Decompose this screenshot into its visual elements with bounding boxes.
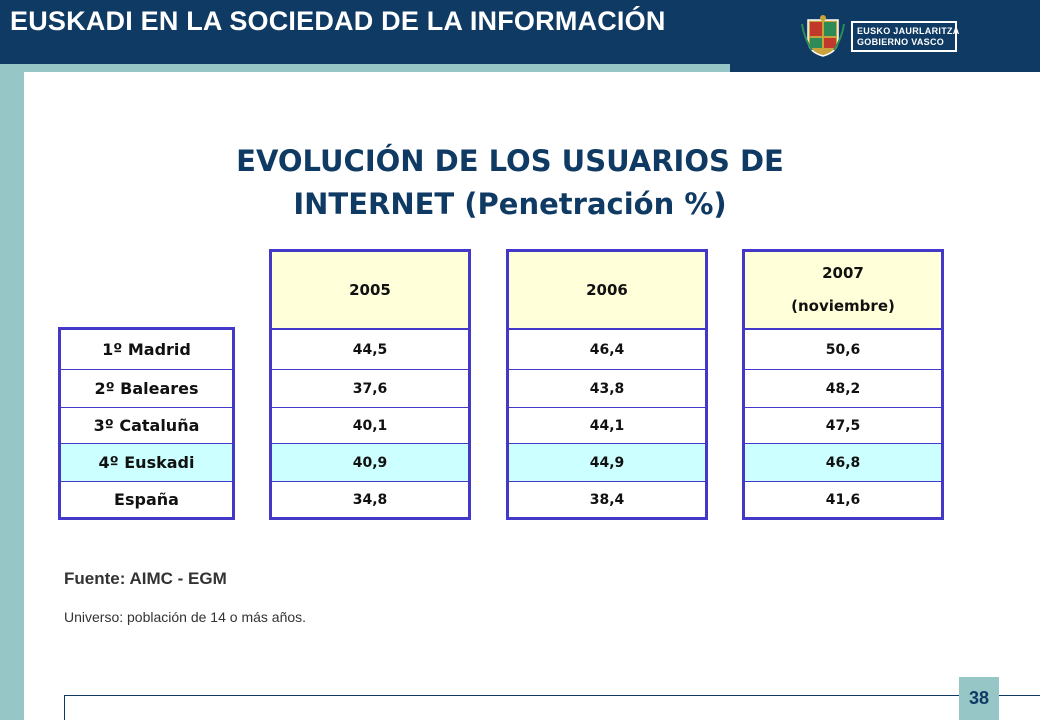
year-header-label: 2005 [349,280,391,299]
value-cell: 47,5 [745,408,941,444]
year-header: 2005 [272,252,468,330]
value-cell: 43,8 [509,370,705,408]
header-title: EUSKADI EN LA SOCIEDAD DE LA INFORMACIÓN [10,6,666,36]
source-note: Fuente: AIMC - EGM [64,569,227,588]
year-2005-table: 2005 44,5 37,6 40,1 40,9 34,8 [269,249,471,520]
universe-note: Universo: población de 14 o más años. [64,609,307,625]
region-cell-highlighted: 4º Euskadi [61,444,232,482]
year-2007-table: 2007 (noviembre) 50,6 48,2 47,5 46,8 41,… [742,249,944,520]
logo-text-box: EUSKO JAURLARITZA GOBIERNO VASCO [851,21,960,52]
region-cell: España [114,490,179,509]
value-cell: 46,4 [509,330,705,370]
value-cell: 34,8 [352,491,388,508]
year-header-label: 2007 [822,264,864,282]
value-cell: 38,4 [589,491,625,508]
value-cell: 48,2 [745,370,941,408]
slide-title-line-2: INTERNET (Penetración %) [293,187,727,221]
value-cell: 44,5 [272,330,468,370]
value-cell-highlighted: 44,9 [509,444,705,482]
region-cell: 2º Baleares [61,370,232,408]
footer-tick [64,695,65,720]
year-header: 2006 [509,252,705,330]
slide-title: EVOLUCIÓN DE LOS USUARIOS DE INTERNET (P… [150,140,870,226]
value-cell-highlighted: 40,9 [272,444,468,482]
value-cell: 40,1 [272,408,468,444]
gobierno-vasco-logo: EUSKO JAURLARITZA GOBIERNO VASCO [800,14,960,58]
value-cell: 37,6 [272,370,468,408]
left-accent-bar [0,72,24,720]
logo-line-1: EUSKO JAURLARITZA [857,26,960,36]
region-cell: 1º Madrid [61,330,232,370]
coat-of-arms-icon [801,15,845,57]
header-bar: EUSKADI EN LA SOCIEDAD DE LA INFORMACIÓN… [0,0,1040,72]
logo-line-2: GOBIERNO VASCO [857,37,945,47]
header-accent-stripe [0,64,730,72]
regions-table: 1º Madrid 2º Baleares 3º Cataluña 4º Eus… [58,327,235,520]
footer-divider [64,695,1040,696]
value-cell: 44,1 [509,408,705,444]
value-cell: 41,6 [825,491,861,508]
year-header: 2007 (noviembre) [745,252,941,330]
value-cell: 50,6 [745,330,941,370]
value-cell-highlighted: 46,8 [745,444,941,482]
region-cell: 3º Cataluña [61,408,232,444]
year-2006-table: 2006 46,4 43,8 44,1 44,9 38,4 [506,249,708,520]
year-header-sublabel: (noviembre) [791,297,895,315]
slide-title-line-1: EVOLUCIÓN DE LOS USUARIOS DE [236,144,784,178]
page-number: 38 [959,677,999,720]
year-header-label: 2006 [586,280,628,299]
